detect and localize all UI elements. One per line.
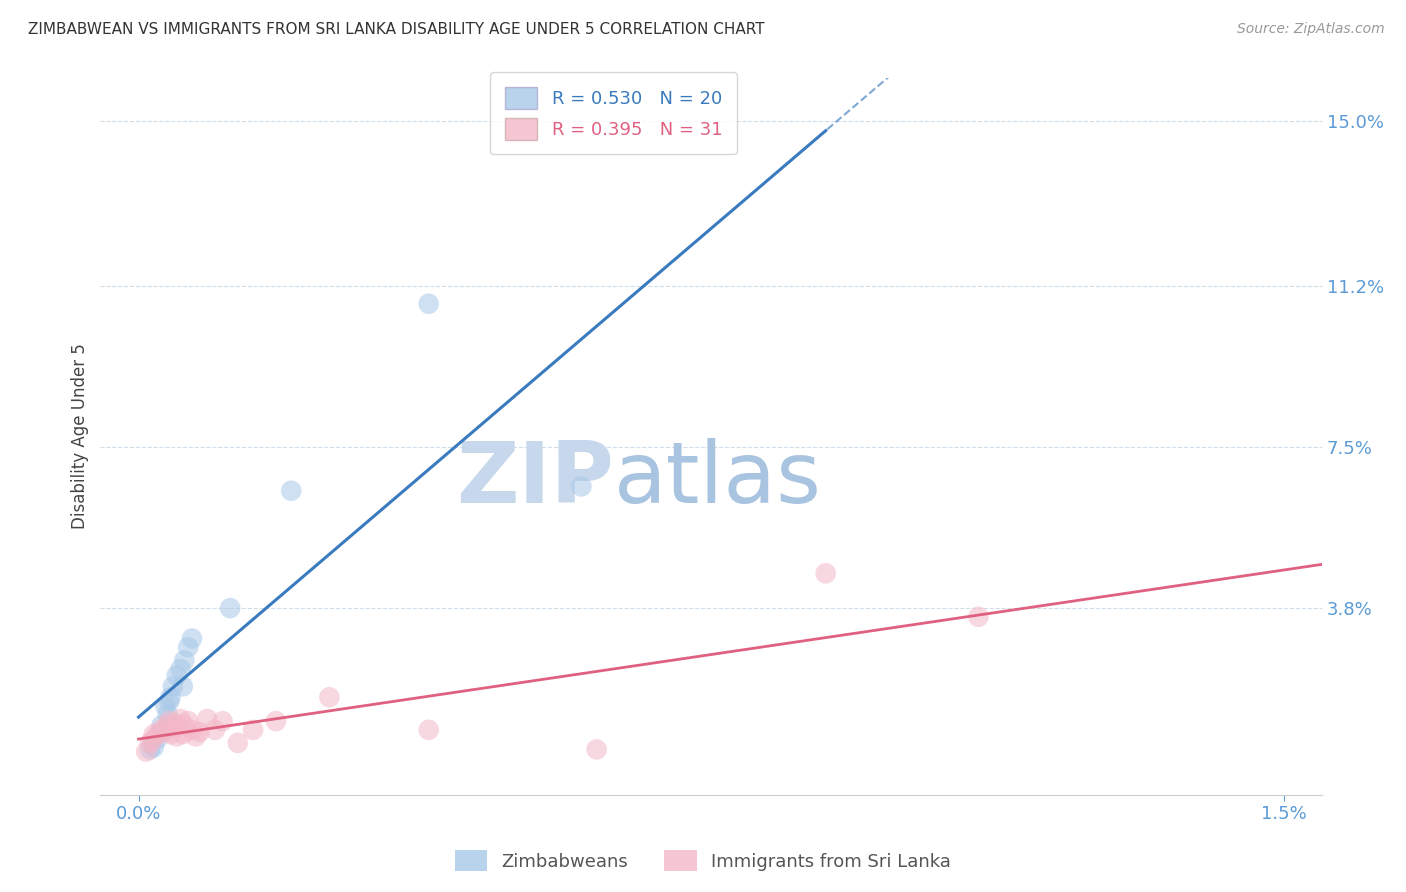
- Point: [177, 640, 200, 655]
- Point: [264, 714, 287, 728]
- Point: [157, 695, 180, 709]
- Point: [172, 727, 194, 741]
- Point: [169, 662, 191, 676]
- Point: [146, 731, 169, 746]
- Point: [146, 727, 169, 741]
- Point: [142, 740, 165, 755]
- Point: [585, 742, 607, 756]
- Point: [173, 718, 195, 732]
- Point: [569, 479, 592, 493]
- Text: ZIP: ZIP: [456, 438, 613, 521]
- Point: [172, 679, 194, 693]
- Point: [418, 297, 440, 311]
- Point: [226, 736, 249, 750]
- Point: [159, 727, 181, 741]
- Point: [139, 736, 162, 750]
- Point: [318, 690, 340, 705]
- Point: [162, 679, 184, 693]
- Point: [188, 725, 211, 739]
- Point: [139, 742, 162, 756]
- Point: [162, 721, 184, 735]
- Point: [280, 483, 302, 498]
- Point: [157, 714, 180, 728]
- Legend: R = 0.530   N = 20, R = 0.395   N = 31: R = 0.530 N = 20, R = 0.395 N = 31: [491, 72, 737, 154]
- Point: [165, 716, 187, 731]
- Point: [181, 632, 204, 646]
- Point: [142, 727, 165, 741]
- Y-axis label: Disability Age Under 5: Disability Age Under 5: [72, 343, 89, 529]
- Point: [156, 707, 179, 722]
- Point: [135, 745, 157, 759]
- Point: [152, 725, 174, 739]
- Point: [141, 733, 163, 747]
- Point: [418, 723, 440, 737]
- Point: [155, 698, 177, 713]
- Point: [150, 718, 173, 732]
- Point: [152, 725, 174, 739]
- Text: atlas: atlas: [613, 438, 821, 521]
- Point: [156, 718, 179, 732]
- Point: [166, 668, 188, 682]
- Point: [177, 714, 200, 728]
- Point: [204, 723, 226, 737]
- Legend: Zimbabweans, Immigrants from Sri Lanka: Zimbabweans, Immigrants from Sri Lanka: [447, 843, 959, 879]
- Point: [169, 712, 191, 726]
- Point: [814, 566, 837, 581]
- Point: [242, 723, 264, 737]
- Point: [159, 690, 181, 705]
- Text: Source: ZipAtlas.com: Source: ZipAtlas.com: [1237, 22, 1385, 37]
- Point: [184, 730, 207, 744]
- Text: ZIMBABWEAN VS IMMIGRANTS FROM SRI LANKA DISABILITY AGE UNDER 5 CORRELATION CHART: ZIMBABWEAN VS IMMIGRANTS FROM SRI LANKA …: [28, 22, 765, 37]
- Point: [967, 609, 990, 624]
- Point: [173, 653, 195, 667]
- Point: [219, 601, 242, 615]
- Point: [166, 730, 188, 744]
- Point: [211, 714, 233, 728]
- Point: [150, 723, 173, 737]
- Point: [195, 712, 218, 726]
- Point: [181, 723, 204, 737]
